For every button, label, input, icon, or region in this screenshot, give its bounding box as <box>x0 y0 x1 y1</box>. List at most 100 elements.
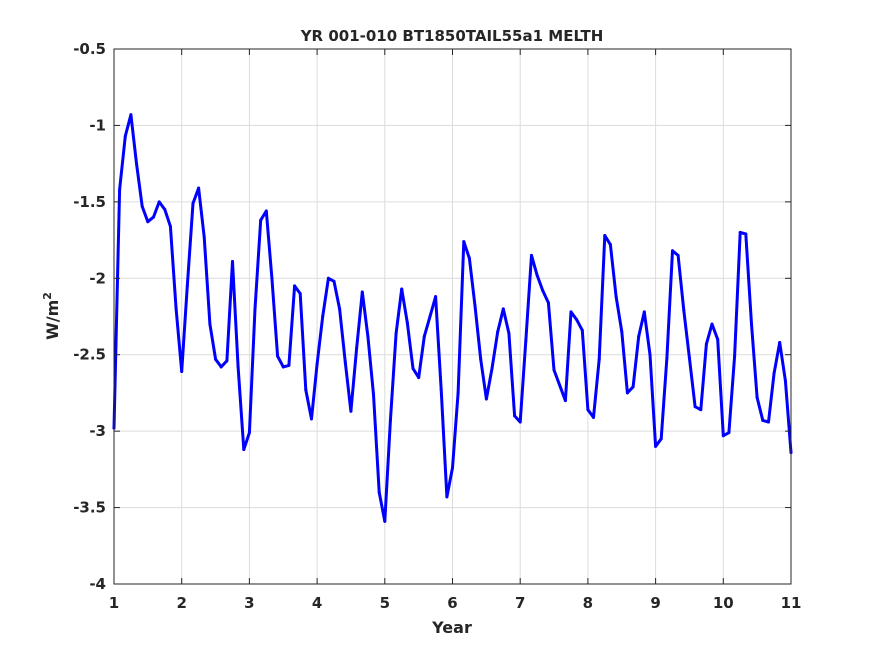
data-point <box>417 376 421 380</box>
data-point <box>123 134 127 138</box>
data-point <box>151 215 155 219</box>
data-point <box>445 495 449 499</box>
data-point <box>259 218 263 222</box>
data-point <box>490 366 494 370</box>
data-point <box>174 307 178 311</box>
data-point <box>592 415 596 419</box>
x-tick-label: 5 <box>380 594 390 612</box>
data-point <box>620 330 624 334</box>
y-tick-label: -3 <box>89 422 106 440</box>
data-point <box>648 353 652 357</box>
data-point <box>225 359 229 363</box>
data-point <box>727 431 731 435</box>
data-point <box>535 273 539 277</box>
data-point <box>473 304 477 308</box>
data-point <box>247 431 251 435</box>
data-point <box>518 420 522 424</box>
data-point <box>129 113 133 117</box>
data-point <box>563 399 567 403</box>
data-point <box>721 434 725 438</box>
data-point <box>377 490 381 494</box>
data-point <box>236 365 240 369</box>
data-point <box>665 356 669 360</box>
data-point <box>191 201 195 205</box>
y-tick-label: -0.5 <box>73 40 106 58</box>
data-point <box>270 276 274 280</box>
data-point <box>631 385 635 389</box>
data-point <box>507 331 511 335</box>
data-point <box>501 307 505 311</box>
data-point <box>168 224 172 228</box>
data-point <box>309 417 313 421</box>
y-tick-label: -1.5 <box>73 193 106 211</box>
data-point <box>451 466 454 470</box>
data-point <box>287 363 291 367</box>
data-point <box>230 259 234 263</box>
data-point <box>716 337 720 341</box>
y-axis-label: W/m2 <box>41 292 62 340</box>
data-point <box>761 418 765 422</box>
x-tick-label: 8 <box>583 594 593 612</box>
data-point <box>214 357 218 361</box>
data-point <box>411 366 415 370</box>
data-point <box>778 340 782 344</box>
y-tick-label: -3.5 <box>73 499 106 517</box>
data-point <box>671 249 675 253</box>
data-point <box>349 409 353 413</box>
data-point <box>338 307 342 311</box>
data-point <box>157 200 161 204</box>
x-tick-label: 3 <box>244 594 254 612</box>
data-point <box>321 315 325 318</box>
y-axis-ticks: -4 -3.5 -3 -2.5 -2 -1.5 -1 -0.5 <box>73 40 791 593</box>
data-point <box>766 420 770 424</box>
x-tick-label: 9 <box>650 594 660 612</box>
data-point <box>541 289 545 293</box>
data-point <box>383 519 387 523</box>
data-point <box>699 408 703 412</box>
data-point <box>625 391 629 395</box>
data-point <box>755 396 759 400</box>
data-point <box>276 354 280 358</box>
x-tick-label: 10 <box>713 594 734 612</box>
x-tick-label: 6 <box>447 594 457 612</box>
data-point <box>654 444 658 448</box>
data-point <box>614 295 618 299</box>
x-tick-label: 4 <box>312 594 322 612</box>
data-point <box>580 328 584 332</box>
data-point <box>530 253 534 257</box>
data-point <box>659 437 663 441</box>
data-point <box>355 347 359 351</box>
data-point <box>163 208 167 211</box>
data-point <box>135 162 139 166</box>
data-point <box>343 360 347 364</box>
data-point <box>180 370 184 374</box>
data-point <box>687 356 691 360</box>
data-point <box>693 405 697 409</box>
data-point <box>140 204 144 208</box>
data-point <box>326 276 330 280</box>
data-point <box>546 301 550 305</box>
data-point <box>405 321 409 325</box>
data-point <box>467 256 471 260</box>
data-point <box>513 414 517 418</box>
y-tick-label: -2 <box>89 269 106 287</box>
x-tick-label: 7 <box>515 594 525 612</box>
data-point <box>676 253 680 257</box>
data-point <box>439 388 443 392</box>
data-point <box>202 235 206 239</box>
data-point <box>456 391 460 395</box>
data-point <box>586 408 590 412</box>
data-point <box>479 357 483 361</box>
data-point <box>264 209 268 213</box>
y-axis-label-superscript: 2 <box>41 292 54 300</box>
data-point <box>281 365 285 369</box>
data-point <box>597 357 601 361</box>
chart-title: YR 001-010 BT1850TAIL55a1 MELTH <box>300 27 604 45</box>
data-point <box>400 287 404 291</box>
data-point <box>360 290 364 294</box>
data-point <box>575 318 579 322</box>
x-axis-ticks: 1 2 3 4 5 6 7 8 9 10 11 <box>109 49 801 612</box>
data-point <box>484 397 488 401</box>
data-point <box>394 331 398 335</box>
